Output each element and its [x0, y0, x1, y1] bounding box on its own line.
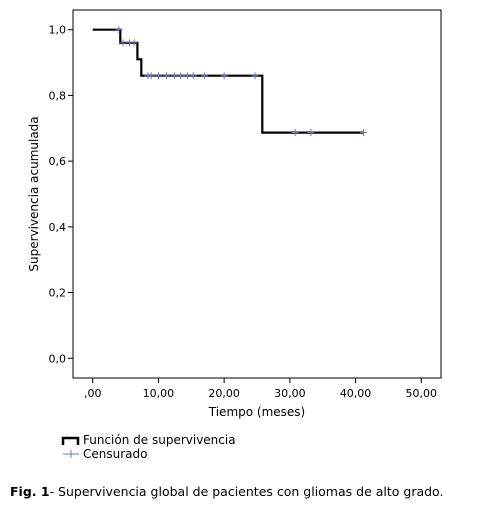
censored-marker — [119, 39, 127, 47]
figure-caption-text: - Supervivencia global de pacientes con … — [49, 484, 444, 499]
censored-marker — [291, 129, 299, 137]
y-tick-label: 0,8 — [49, 89, 67, 102]
x-tick-label: 50,00 — [406, 387, 438, 400]
censored-marker — [177, 72, 185, 80]
x-tick-label: ,00 — [84, 387, 102, 400]
figure-caption-label: Fig. 1 — [10, 484, 50, 499]
censored-marker — [251, 72, 259, 80]
legend-censored-swatch-plus — [67, 450, 75, 458]
y-tick-label: 0,0 — [49, 352, 67, 365]
x-axis: ,00 10,00 20,00 30,00 40,00 50,00 — [84, 378, 437, 400]
x-tick-label: 10,00 — [143, 387, 175, 400]
chart-series — [92, 26, 367, 137]
survival-step-line — [92, 28, 364, 134]
y-tick-label: 0,6 — [49, 155, 67, 168]
legend-survival-swatch — [61, 436, 80, 445]
censored-marker — [170, 72, 178, 80]
figure-caption: Fig. 1- Supervivencia global de paciente… — [10, 484, 443, 499]
x-tick-label: 20,00 — [208, 387, 240, 400]
plot-area — [72, 9, 442, 379]
censored-marker — [154, 72, 162, 80]
y-tick-label: 0,4 — [49, 221, 67, 234]
censored-marker — [189, 72, 197, 80]
censored-marker — [115, 26, 123, 34]
censored-marker — [147, 72, 155, 80]
censored-marker — [220, 72, 228, 80]
x-tick-label: 40,00 — [340, 387, 372, 400]
censored-marker — [162, 72, 170, 80]
censored-marker — [307, 129, 315, 137]
survival-chart: 0,0 0,2 0,4 0,6 0,8 1,0 ,00 10,00 20,00 30,00 40,… — [27, 9, 442, 461]
y-axis: 0,0 0,2 0,4 0,6 0,8 1,0 — [49, 24, 73, 365]
x-tick-label: 30,00 — [274, 387, 306, 400]
y-tick-label: 0,2 — [49, 287, 67, 300]
legend: Función de supervivencia Censurado — [61, 433, 236, 461]
y-tick-label: 1,0 — [49, 24, 67, 37]
censored-marker — [359, 129, 367, 137]
legend-survival-label: Función de supervivencia — [83, 433, 236, 447]
censored-marker — [130, 39, 138, 47]
y-axis-label: Supervivencia acumulada — [27, 116, 41, 271]
censored-marker — [200, 72, 208, 80]
legend-censored-label: Censurado — [83, 447, 147, 461]
censored-marker — [183, 72, 191, 80]
x-axis-label: Tiempo (meses) — [208, 405, 305, 419]
